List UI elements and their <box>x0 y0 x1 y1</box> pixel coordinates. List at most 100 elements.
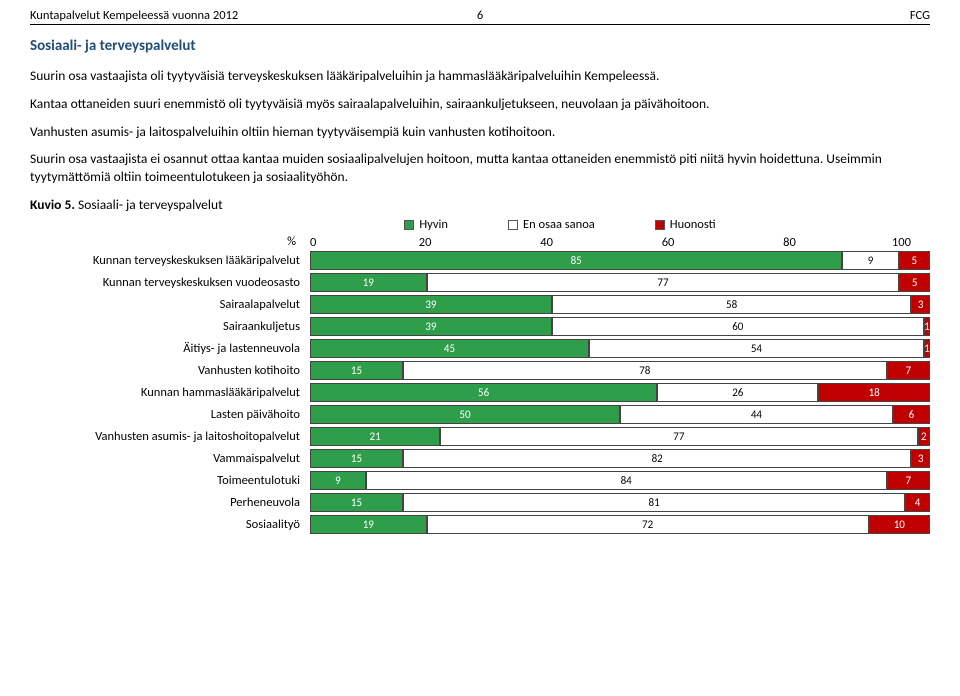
bar-label: Sairaankuljetus <box>30 319 310 334</box>
bar-track: 50446 <box>310 405 930 424</box>
page: Kuntapalvelut Kempeleessä vuonna 2012 6 … <box>0 0 960 547</box>
bar-label: Perheneuvola <box>30 495 310 510</box>
bar-row: Kunnan hammaslääkäripalvelut. 562618 <box>30 383 930 402</box>
axis-percent-label: % <box>30 234 310 249</box>
seg-hyvin: 85 <box>310 251 842 270</box>
seg-eos: 72 <box>427 515 869 534</box>
seg-huonosti: 5 <box>899 273 930 292</box>
bar-label: Sairaalapalvelut <box>30 297 310 312</box>
bar-label: Lasten päivähoito <box>30 407 310 422</box>
chart-caption-text: Sosiaali- ja terveyspalvelut <box>78 196 223 213</box>
bar-track: 39601 <box>310 317 930 336</box>
bar-track: 19775 <box>310 273 930 292</box>
bar-label: Vammaispalvelut <box>30 451 310 466</box>
seg-hyvin: 19 <box>310 273 427 292</box>
bar-label: Kunnan hammaslääkäripalvelut <box>30 385 310 400</box>
legend-item-hyvin: Hyvin <box>404 217 448 232</box>
seg-eos: 81 <box>403 493 905 512</box>
bar-row: Kunnan terveyskeskuksen lääkäripalvelut8… <box>30 251 930 270</box>
header-right: FCG <box>910 8 930 23</box>
seg-huonosti: 7 <box>887 361 930 380</box>
seg-eos: 26 <box>657 383 818 402</box>
seg-hyvin: 50 <box>310 405 620 424</box>
bar-row: Sairaalapalvelut39583 <box>30 295 930 314</box>
seg-huonosti: 10 <box>869 515 930 534</box>
seg-hyvin: 15 <box>310 449 403 468</box>
seg-huonosti: 2 <box>918 427 930 446</box>
bar-row: Lasten päivähoito50446 <box>30 405 930 424</box>
seg-eos: 60 <box>552 317 924 336</box>
seg-eos: 84 <box>366 471 887 490</box>
chart-caption: Kuvio 5. Sosiaali- ja terveyspalvelut <box>30 196 930 213</box>
seg-eos: 82 <box>403 449 911 468</box>
chart-legend: Hyvin En osaa sanoa Huonosti <box>190 217 930 232</box>
axis-row: % 020406080100 <box>30 234 930 249</box>
bar-row: Sairaankuljetus39601 <box>30 317 930 336</box>
bar-track: 45541 <box>310 339 930 358</box>
legend-label: Huonosti <box>670 217 716 232</box>
bar-row: Toimeentulotuki9847 <box>30 471 930 490</box>
legend-swatch <box>508 220 518 230</box>
bar-label: Kunnan terveyskeskuksen lääkäripalvelut <box>30 253 310 268</box>
seg-huonosti: 6 <box>893 405 930 424</box>
bar-label: Kunnan terveyskeskuksen vuodeosasto <box>30 275 310 290</box>
seg-huonosti: 5 <box>899 251 930 270</box>
bar-track: 197210 <box>310 515 930 534</box>
bars-container: Kunnan terveyskeskuksen lääkäripalvelut8… <box>30 251 930 534</box>
bar-row: Vanhusten kotihoito15787 <box>30 361 930 380</box>
seg-huonosti: 4 <box>905 493 930 512</box>
page-number: 6 <box>477 8 483 23</box>
legend-item-eos: En osaa sanoa <box>508 217 595 232</box>
seg-eos: 58 <box>552 295 912 314</box>
seg-eos: 77 <box>440 427 917 446</box>
bar-row: Vanhusten asumis- ja laitoshoitopalvelut… <box>30 427 930 446</box>
bar-label: Vanhusten asumis- ja laitoshoitopalvelut <box>30 429 310 444</box>
seg-hyvin: 21 <box>310 427 440 446</box>
seg-huonosti: 18 <box>818 383 930 402</box>
seg-huonosti: 7 <box>887 471 930 490</box>
seg-eos: 78 <box>403 361 887 380</box>
bar-track: 21772 <box>310 427 930 446</box>
axis-tick: 60 <box>662 235 675 249</box>
row-marker: . <box>296 386 299 399</box>
header-left: Kuntapalvelut Kempeleessä vuonna 2012 <box>30 8 238 23</box>
seg-eos: 9 <box>842 251 898 270</box>
bar-track: 39583 <box>310 295 930 314</box>
chart-caption-prefix: Kuvio 5. <box>30 196 78 213</box>
legend-swatch <box>655 220 665 230</box>
seg-hyvin: 15 <box>310 493 403 512</box>
seg-hyvin: 39 <box>310 317 552 336</box>
bar-row: Vammaispalvelut15823 <box>30 449 930 468</box>
paragraph: Kantaa ottaneiden suuri enemmistö oli ty… <box>30 95 930 113</box>
paragraph: Suurin osa vastaajista oli tyytyväisiä t… <box>30 67 930 85</box>
legend-label: En osaa sanoa <box>523 217 595 232</box>
legend-label: Hyvin <box>419 217 448 232</box>
legend-swatch <box>404 220 414 230</box>
bar-row: Sosiaalityö197210 <box>30 515 930 534</box>
bar-label: Sosiaalityö <box>30 517 310 532</box>
seg-huonosti: 1 <box>924 317 930 336</box>
bar-track: 9847 <box>310 471 930 490</box>
seg-hyvin: 56 <box>310 383 657 402</box>
legend-item-huonosti: Huonosti <box>655 217 716 232</box>
bar-label: Vanhusten kotihoito <box>30 363 310 378</box>
bar-row: Kunnan terveyskeskuksen vuodeosasto19775 <box>30 273 930 292</box>
axis-tick: 20 <box>419 235 432 249</box>
axis-tick: 40 <box>540 235 553 249</box>
bar-track: 15814 <box>310 493 930 512</box>
seg-hyvin: 45 <box>310 339 589 358</box>
section-title: Sosiaali- ja terveyspalvelut <box>30 37 930 55</box>
seg-hyvin: 39 <box>310 295 552 314</box>
bar-track: 15823 <box>310 449 930 468</box>
paragraph: Vanhusten asumis- ja laitospalveluihin o… <box>30 123 930 141</box>
seg-eos: 54 <box>589 339 924 358</box>
bar-track: 8595 <box>310 251 930 270</box>
bar-label: Toimeentulotuki <box>30 473 310 488</box>
seg-hyvin: 15 <box>310 361 403 380</box>
bar-label: Äitiys- ja lastenneuvola <box>30 341 310 356</box>
axis-tick: 0 <box>310 235 316 249</box>
seg-huonosti: 3 <box>911 295 930 314</box>
seg-hyvin: 9 <box>310 471 366 490</box>
paragraph: Suurin osa vastaajista ei osannut ottaa … <box>30 150 930 186</box>
seg-eos: 44 <box>620 405 893 424</box>
